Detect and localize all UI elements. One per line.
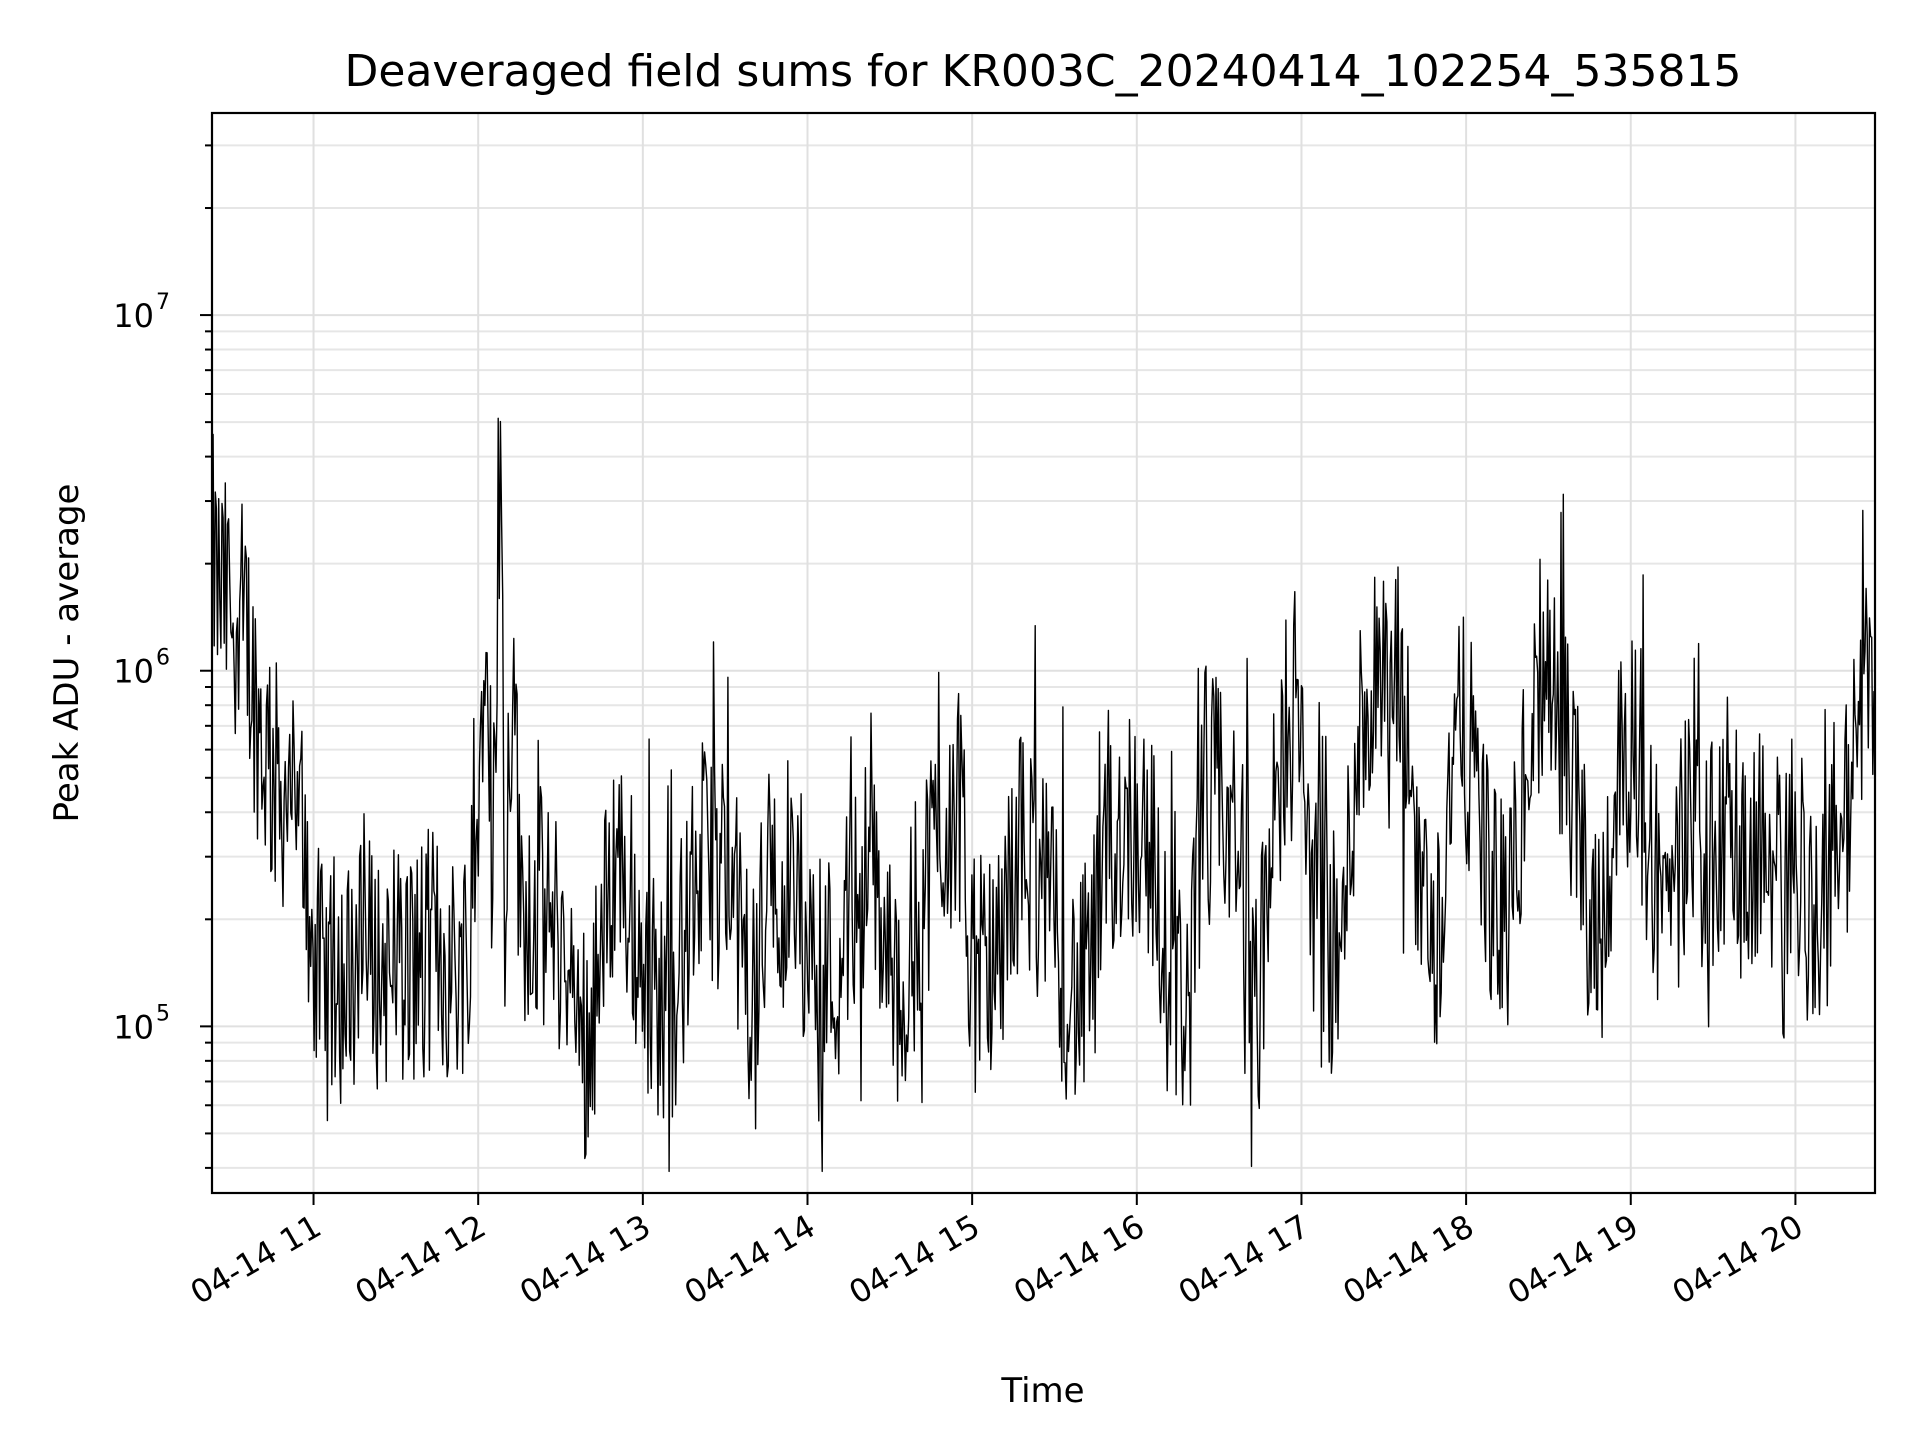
y-tick-label: 10 [113,297,154,335]
x-axis-label: Time [1000,1371,1084,1411]
series-line [211,417,1876,1173]
y-tick-exponent: 7 [156,290,170,315]
y-tick-exponent: 5 [156,1001,170,1026]
chart-title: Deaveraged field sums for KR003C_2024041… [345,46,1742,97]
y-axis-label: Peak ADU - average [47,484,87,823]
y-tick-label: 10 [113,653,154,691]
series [211,417,1876,1173]
plot-area-frame [210,111,1877,1195]
y-tick-label: 10 [113,1008,154,1046]
y-tick-exponent: 6 [156,646,170,671]
